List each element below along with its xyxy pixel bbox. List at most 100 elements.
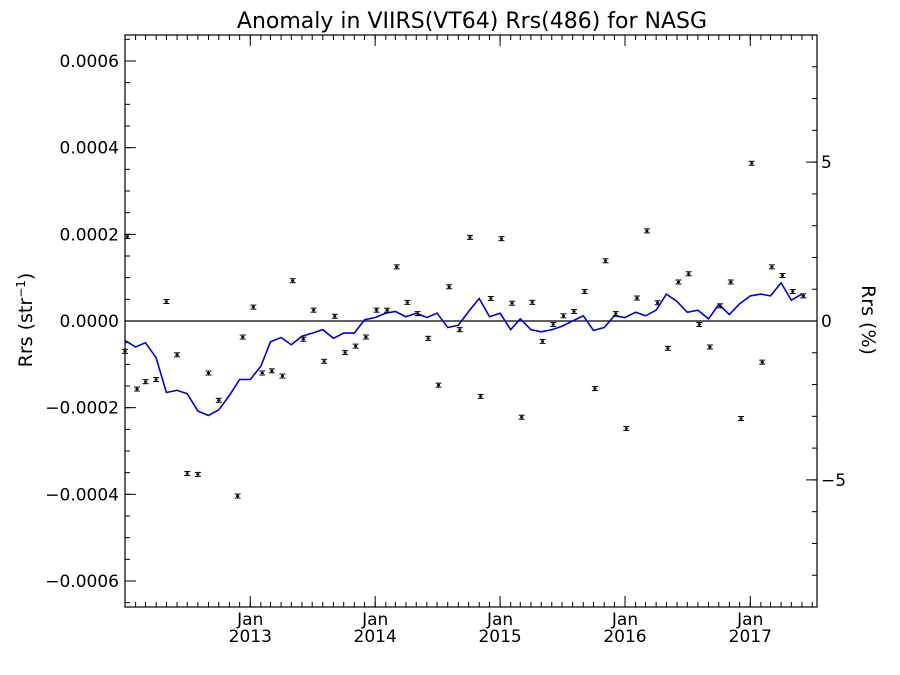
point-marker: [666, 347, 670, 350]
errorbar-point: [643, 228, 650, 234]
x-tick-label-year: 2013: [229, 627, 272, 647]
point-marker: [645, 229, 649, 232]
errorbar-point: [518, 414, 525, 420]
errorbar-point: [706, 344, 713, 350]
errorbar-point: [509, 300, 516, 306]
errorbar-point: [466, 234, 473, 240]
errorbar-point: [384, 307, 391, 313]
errorbar-point: [560, 313, 567, 319]
errorbar-point: [163, 299, 170, 304]
y-left-tick-label: 0.0006: [60, 52, 119, 72]
point-marker: [520, 416, 524, 419]
point-marker: [375, 309, 379, 312]
point-marker: [791, 290, 795, 293]
point-marker: [499, 237, 503, 240]
plot-area: 0.0006 0.0004 0.0002 0.0000 −0.0002 −0.0004 −0…: [45, 34, 846, 647]
point-marker: [207, 372, 211, 374]
errorbar-point: [194, 471, 201, 477]
errorbar-point: [664, 345, 671, 351]
errorbar-point: [759, 359, 766, 365]
errorbar-point: [529, 299, 536, 305]
chart-title: Anomaly in VIIRS(VT64) Rrs(486) for NASG: [237, 9, 707, 34]
point-marker: [260, 372, 264, 374]
point-marker: [125, 235, 129, 238]
point-marker: [236, 495, 240, 498]
x-tick-label-year: 2015: [478, 627, 521, 647]
point-marker: [196, 473, 200, 476]
errorbar-point: [550, 321, 557, 327]
errorbar-point: [446, 284, 453, 290]
y-axis-right-label: Rrs (%): [857, 285, 879, 355]
y-right-tick-label: 0: [821, 312, 832, 332]
errorbar-point: [623, 425, 630, 431]
y-left-tick-label: 0.0002: [60, 225, 119, 245]
errorbar-point: [124, 234, 131, 239]
errorbar-point: [727, 279, 734, 285]
errorbar-point: [768, 264, 775, 270]
point-marker: [395, 265, 399, 268]
point-marker: [572, 310, 576, 313]
y-left-tick-label: −0.0004: [45, 485, 119, 505]
errorbar-point: [362, 334, 369, 340]
point-marker: [175, 353, 179, 356]
point-marker: [322, 360, 326, 363]
errorbar-point: [779, 273, 786, 278]
point-marker: [489, 297, 493, 300]
point-marker: [154, 378, 158, 381]
point-marker: [624, 427, 628, 430]
point-marker: [251, 306, 255, 309]
y-right-tick-label: −5: [821, 471, 846, 491]
errorbar-point: [602, 258, 609, 264]
errorbar-point: [696, 321, 703, 327]
point-marker: [635, 297, 639, 300]
point-marker: [364, 336, 368, 339]
errorbar-point: [342, 350, 349, 356]
point-marker: [468, 236, 472, 239]
errorbar-point: [498, 236, 505, 242]
errorbar-point: [393, 264, 400, 270]
point-marker: [593, 387, 597, 390]
errorbar-point: [633, 295, 640, 301]
point-marker: [760, 361, 764, 364]
point-marker: [385, 309, 389, 312]
x-tick-label-year: 2016: [603, 627, 646, 647]
errorbar-point: [404, 299, 411, 305]
errorbar-point: [789, 289, 796, 295]
point-marker: [280, 375, 284, 378]
point-marker: [343, 351, 347, 354]
x-tick-label-year: 2014: [354, 627, 397, 647]
y-right-tick-label: 5: [821, 153, 832, 173]
point-marker: [312, 309, 316, 312]
errorbar-point: [279, 373, 286, 379]
point-marker: [614, 312, 618, 315]
point-marker: [241, 336, 245, 339]
point-marker: [217, 399, 221, 402]
x-tick-label-year: 2017: [729, 627, 772, 647]
point-marker: [144, 380, 148, 383]
point-marker: [801, 294, 805, 297]
errorbar-point: [259, 370, 266, 376]
y-axis-left-label: Rrs (str−1): [14, 273, 37, 368]
errorbar-point: [373, 307, 380, 313]
y-left-tick-label: 0.0000: [60, 312, 119, 332]
point-marker: [123, 350, 127, 353]
point-marker: [510, 302, 514, 305]
point-marker: [697, 323, 701, 326]
point-marker: [718, 304, 722, 307]
errorbar-point: [133, 386, 140, 392]
errorbar-point: [321, 358, 328, 364]
point-marker: [479, 395, 483, 398]
point-marker: [583, 290, 587, 293]
point-marker: [551, 323, 555, 326]
errorbar-point: [184, 471, 191, 477]
errorbar-point: [215, 397, 222, 403]
errorbar-point: [300, 336, 307, 342]
x-tick-label-month: Jan: [236, 610, 263, 630]
errorbar-point: [435, 382, 442, 388]
point-marker: [541, 340, 545, 343]
x-tick-label-month: Jan: [736, 610, 763, 630]
errorbar-point: [331, 313, 338, 319]
y-left-tick-label: −0.0006: [45, 572, 119, 592]
point-marker: [656, 301, 660, 304]
